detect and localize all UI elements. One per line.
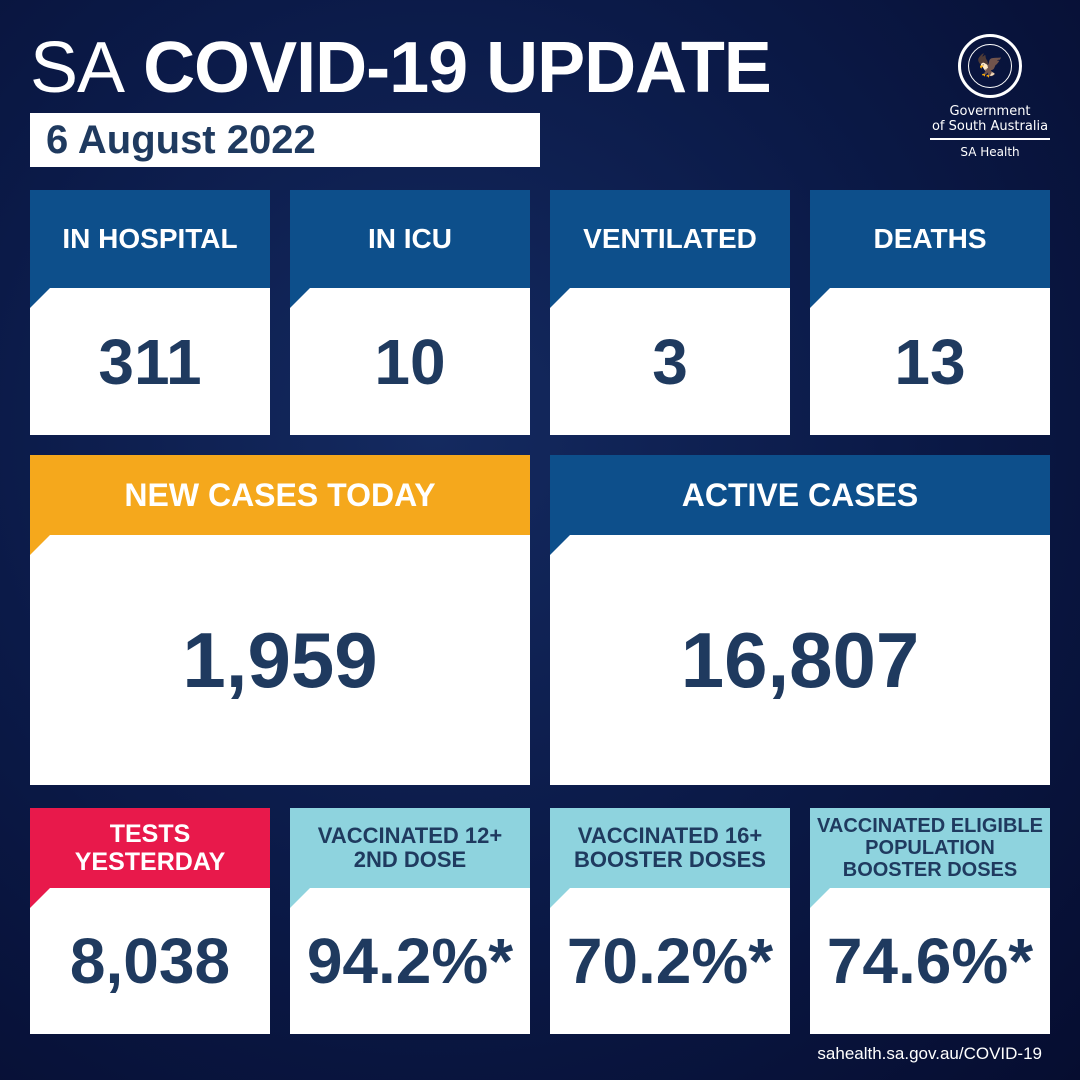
state-seal-icon: 🦅 <box>958 34 1022 98</box>
stat-value: 70.2%* <box>566 925 774 997</box>
stat-value: 8,038 <box>69 925 231 997</box>
stat-card-in-hospital: IN HOSPITAL 311 <box>30 190 270 435</box>
government-logo: 🦅 Government of South Australia SA Health <box>920 34 1060 159</box>
stat-card-vaccinated-12: VACCINATED 12+ 2ND DOSE 94.2%* <box>290 808 530 1034</box>
stat-label: DEATHS <box>810 190 1050 308</box>
logo-divider <box>930 138 1050 140</box>
stat-label: IN ICU <box>290 190 530 308</box>
stat-label: VACCINATED ELIGIBLE POPULATION BOOSTER D… <box>810 808 1050 908</box>
stat-label: VENTILATED <box>550 190 790 308</box>
stat-card-tests: TESTS YESTERDAY 8,038 <box>30 808 270 1034</box>
stat-value: 3 <box>652 325 688 398</box>
stat-value: 13 <box>894 325 966 398</box>
logo-dept: SA Health <box>960 145 1020 159</box>
stat-label: VACCINATED 16+ BOOSTER DOSES <box>550 808 790 908</box>
stat-label: IN HOSPITAL <box>30 190 270 308</box>
title-prefix: SA <box>30 28 125 108</box>
stat-card-new-cases: NEW CASES TODAY 1,959 <box>30 455 530 785</box>
page-title: SA COVID-19 UPDATE <box>30 28 772 108</box>
stat-label: VACCINATED 12+ 2ND DOSE <box>290 808 530 908</box>
stat-value: 94.2%* <box>306 925 514 997</box>
stat-card-vaccinated-16: VACCINATED 16+ BOOSTER DOSES 70.2%* <box>550 808 790 1034</box>
stat-value: 16,807 <box>680 615 920 704</box>
stat-card-vaccinated-eligible: VACCINATED ELIGIBLE POPULATION BOOSTER D… <box>810 808 1050 1034</box>
logo-line2: of South Australia <box>931 119 1049 134</box>
stat-card-deaths: DEATHS 13 <box>810 190 1050 435</box>
stat-card-ventilated: VENTILATED 3 <box>550 190 790 435</box>
title-main: COVID-19 UPDATE <box>143 28 772 108</box>
stat-label: NEW CASES TODAY <box>30 455 530 555</box>
stat-card-active-cases: ACTIVE CASES 16,807 <box>550 455 1050 785</box>
stat-value: 1,959 <box>182 615 378 704</box>
stat-label: ACTIVE CASES <box>550 455 1050 555</box>
date-label: 6 August 2022 <box>30 113 540 167</box>
stat-card-in-icu: IN ICU 10 <box>290 190 530 435</box>
stat-value: 311 <box>98 325 202 398</box>
logo-line1: Government <box>949 104 1031 119</box>
stat-label: TESTS YESTERDAY <box>30 808 270 908</box>
stat-value: 10 <box>374 325 446 398</box>
footer-url: sahealth.sa.gov.au/COVID-19 <box>817 1044 1042 1063</box>
stat-value: 74.6%* <box>826 925 1034 997</box>
